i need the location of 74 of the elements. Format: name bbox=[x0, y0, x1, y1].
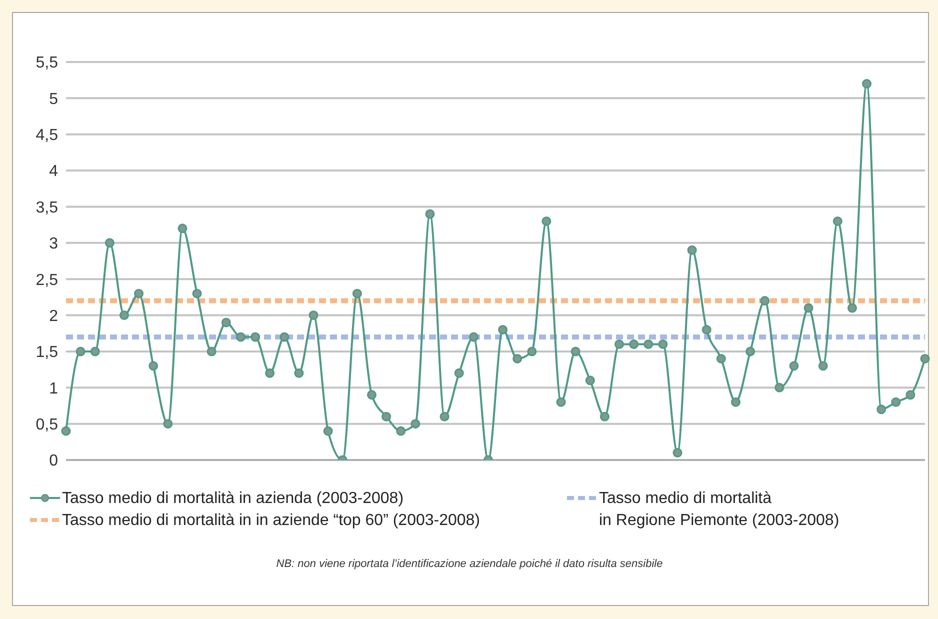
point bbox=[440, 412, 450, 422]
point bbox=[308, 310, 318, 320]
point bbox=[468, 332, 478, 342]
point bbox=[90, 346, 100, 356]
y-tick-label: 5 bbox=[49, 90, 58, 108]
point bbox=[323, 426, 333, 436]
point bbox=[687, 245, 697, 255]
point bbox=[585, 376, 595, 386]
point bbox=[410, 419, 420, 429]
point bbox=[382, 412, 392, 422]
legend-label: Tasso medio di mortalità in in aziende “top 60” (2003-2008) bbox=[62, 511, 480, 531]
point bbox=[920, 354, 930, 364]
point bbox=[76, 346, 86, 356]
point bbox=[570, 346, 580, 356]
point bbox=[134, 288, 144, 298]
point bbox=[891, 397, 901, 407]
y-tick-label: 1,5 bbox=[36, 344, 58, 362]
point bbox=[498, 324, 508, 334]
point bbox=[614, 339, 624, 349]
point bbox=[600, 412, 610, 422]
point bbox=[396, 426, 406, 436]
point bbox=[542, 216, 552, 226]
point bbox=[512, 354, 522, 364]
point bbox=[178, 224, 188, 234]
point bbox=[192, 288, 202, 298]
point bbox=[832, 216, 842, 226]
point bbox=[789, 361, 799, 371]
point bbox=[280, 332, 290, 342]
point bbox=[119, 310, 129, 320]
point bbox=[425, 209, 435, 219]
point bbox=[876, 404, 886, 414]
point bbox=[774, 382, 784, 392]
point bbox=[804, 303, 814, 313]
point bbox=[221, 318, 231, 328]
y-tick-label: 4 bbox=[49, 163, 58, 180]
y-tick-label: 5,5 bbox=[36, 54, 58, 72]
point bbox=[206, 346, 216, 356]
point bbox=[644, 339, 654, 349]
point bbox=[847, 303, 857, 313]
point bbox=[746, 346, 756, 356]
point bbox=[61, 426, 71, 436]
y-tick-label: 3,5 bbox=[36, 199, 58, 216]
point bbox=[265, 368, 275, 378]
point bbox=[104, 238, 114, 248]
point bbox=[658, 339, 668, 349]
legend-label: Tasso medio di mortalità in Regione Piemonte (2003-2008) bbox=[599, 489, 840, 531]
point bbox=[906, 390, 916, 400]
point bbox=[366, 390, 376, 400]
legend-label: Tasso medio di mortalità in azienda (2003-2008) bbox=[62, 489, 404, 509]
point bbox=[352, 288, 362, 298]
point bbox=[294, 368, 304, 378]
point bbox=[629, 339, 639, 349]
point bbox=[760, 296, 770, 306]
point bbox=[250, 332, 260, 342]
point bbox=[862, 78, 872, 88]
text: NB: non viene riportata l’identificazione aziendale poiché il dato risulta sensibile bbox=[275, 558, 664, 570]
y-tick-label: 2 bbox=[49, 308, 58, 325]
point bbox=[556, 397, 566, 407]
point bbox=[818, 361, 828, 371]
point bbox=[702, 324, 712, 334]
y-tick-label: 3 bbox=[49, 236, 58, 253]
y-tick-label: 1 bbox=[49, 380, 58, 398]
y-tick-label: 4,5 bbox=[36, 127, 58, 144]
point bbox=[672, 448, 682, 458]
y-tick-label: 0,5 bbox=[36, 416, 58, 434]
point bbox=[163, 419, 173, 429]
y-tick-label: 2,5 bbox=[36, 272, 58, 289]
y-tick-label: 0 bbox=[49, 452, 58, 470]
point bbox=[527, 346, 537, 356]
point bbox=[730, 397, 740, 407]
point bbox=[148, 361, 158, 371]
point bbox=[454, 368, 464, 378]
point bbox=[716, 354, 726, 364]
point bbox=[236, 332, 246, 342]
